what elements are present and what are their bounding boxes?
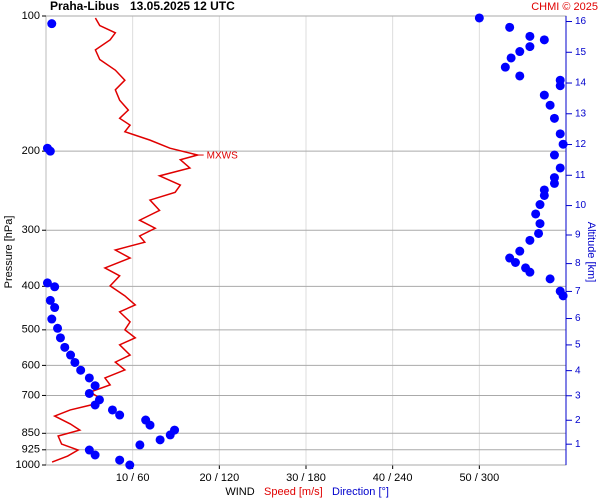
direction-point — [90, 381, 100, 391]
credit: CHMI © 2025 — [531, 1, 598, 13]
direction-point — [515, 71, 525, 81]
y2-tick-label: 1 — [575, 439, 581, 450]
y-tick-label: 600 — [22, 359, 40, 371]
direction-point — [94, 395, 104, 405]
y2-tick-label: 3 — [575, 390, 581, 401]
direction-point — [549, 150, 559, 160]
direction-point — [535, 219, 545, 229]
direction-point — [539, 90, 549, 100]
direction-point — [534, 228, 544, 238]
direction-point — [84, 445, 94, 455]
direction-point — [500, 62, 510, 72]
direction-point — [525, 42, 535, 52]
chart-title: Praha-Libus — [50, 0, 120, 13]
annotation: MXWS — [207, 151, 238, 162]
y2-tick-label: 5 — [575, 340, 581, 351]
direction-point — [555, 286, 565, 296]
x-tick-label: 50 / 300 — [459, 472, 499, 484]
direction-point — [555, 129, 565, 139]
y2-tick-label: 8 — [575, 258, 581, 269]
direction-point — [535, 200, 545, 210]
y2-tick-label: 16 — [575, 16, 587, 27]
y2-tick-label: 14 — [575, 78, 587, 89]
direction-point — [42, 278, 52, 288]
y2-tick-label: 10 — [575, 200, 587, 211]
direction-point — [555, 75, 565, 85]
direction-point — [505, 22, 515, 32]
y-tick-label: 700 — [22, 389, 40, 401]
x-axis-label: WIND — [225, 486, 254, 498]
y2-tick-label: 13 — [575, 108, 587, 119]
y-tick-label: 1000 — [16, 459, 40, 471]
chart-subtitle: 13.05.2025 12 UTC — [130, 0, 235, 13]
direction-point — [55, 333, 65, 343]
y-tick-label: 400 — [22, 280, 40, 292]
y2-tick-label: 7 — [575, 286, 581, 297]
direction-point — [525, 235, 535, 245]
y-tick-label: 850 — [22, 427, 40, 439]
direction-point — [506, 53, 516, 63]
direction-point — [115, 410, 125, 420]
y2-tick-label: 9 — [575, 230, 581, 241]
direction-point — [125, 460, 135, 470]
direction-point — [47, 314, 57, 324]
direction-point — [84, 388, 94, 398]
direction-point — [60, 342, 70, 352]
x-tick-label: 20 / 120 — [199, 472, 239, 484]
y-tick-label: 500 — [22, 324, 40, 336]
direction-point — [53, 323, 63, 333]
direction-point — [76, 365, 86, 375]
y2-tick-label: 15 — [575, 47, 587, 58]
y-tick-label: 925 — [22, 444, 40, 456]
legend-direction: Direction [°] — [332, 486, 389, 498]
direction-point — [45, 295, 55, 305]
direction-point — [50, 282, 60, 292]
direction-point — [107, 405, 117, 415]
y2-tick-label: 12 — [575, 139, 587, 150]
direction-point — [50, 303, 60, 313]
direction-point — [84, 373, 94, 383]
direction-point — [66, 350, 76, 360]
y-axis-label: Pressure [hPa] — [3, 216, 15, 289]
direction-point — [549, 173, 559, 183]
direction-point — [539, 35, 549, 45]
direction-point — [521, 263, 531, 273]
y-tick-label: 200 — [22, 145, 40, 157]
direction-point — [539, 185, 549, 195]
direction-point — [170, 425, 180, 435]
x-tick-label: 40 / 240 — [373, 472, 413, 484]
direction-point — [531, 209, 541, 219]
x-tick-label: 10 / 60 — [116, 472, 150, 484]
direction-point — [525, 31, 535, 41]
direction-point — [141, 415, 151, 425]
direction-point — [515, 47, 525, 57]
direction-point — [474, 13, 484, 23]
y2-axis-label: Altitude [km] — [585, 222, 597, 283]
direction-point — [545, 274, 555, 284]
y2-tick-label: 4 — [575, 365, 581, 376]
direction-point — [70, 357, 80, 367]
x-tick-label: 30 / 180 — [286, 472, 326, 484]
legend-speed: Speed [m/s] — [264, 486, 323, 498]
direction-point — [545, 100, 555, 110]
direction-point — [505, 253, 515, 263]
direction-point — [558, 139, 568, 149]
y2-tick-label: 6 — [575, 313, 581, 324]
direction-point — [115, 455, 125, 465]
y2-tick-label: 11 — [575, 170, 586, 181]
direction-point — [515, 246, 525, 256]
direction-point — [155, 435, 165, 445]
direction-point — [555, 163, 565, 173]
y2-tick-label: 2 — [575, 415, 581, 426]
y-tick-label: 100 — [22, 10, 40, 22]
direction-point — [549, 113, 559, 123]
direction-point — [47, 19, 57, 29]
y-tick-label: 300 — [22, 224, 40, 236]
direction-point — [135, 440, 145, 450]
direction-point — [42, 143, 52, 153]
